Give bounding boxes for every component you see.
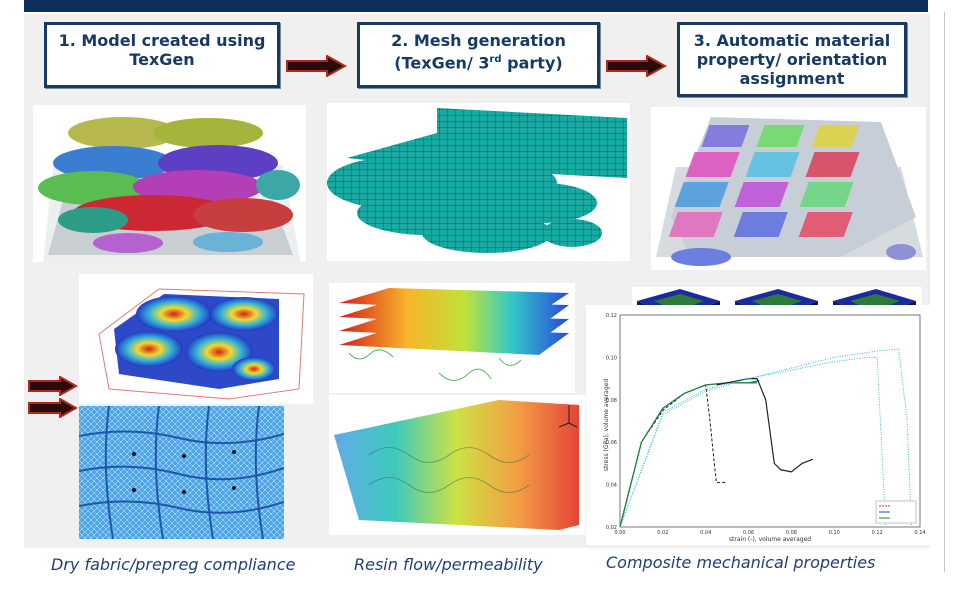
right-arrow-icon xyxy=(28,376,78,396)
material-orientation-image xyxy=(651,107,926,270)
x-axis-label: strain (-), volume averaged xyxy=(729,536,811,543)
x-tick-label: 0.10 xyxy=(829,530,840,536)
y-tick-label: 0.04 xyxy=(606,483,617,489)
series-line-4 xyxy=(619,356,887,528)
step-3-box: 3. Automatic material property/ orientat… xyxy=(677,22,907,97)
x-tick-label: 0.14 xyxy=(914,530,925,536)
step-3-line-3: assignment xyxy=(739,69,845,88)
step-1-box: 1. Model created using TexGen xyxy=(44,22,280,88)
y-tick-label: 0.06 xyxy=(606,440,617,446)
x-tick-label: 0.12 xyxy=(872,530,883,536)
x-tick-label: 0.04 xyxy=(700,530,711,536)
texgen-model-image xyxy=(33,105,306,262)
compliance-mesh-image xyxy=(79,406,284,539)
y-tick-label: 0.08 xyxy=(606,398,617,404)
step-2-box: 2. Mesh generation (TexGen/ 3rd party) xyxy=(357,22,600,88)
caption-dry-fabric: Dry fabric/prepreg compliance xyxy=(51,555,296,574)
step-3-line-2: property/ orientation xyxy=(696,50,888,69)
step-1-line-1: 1. Model created using xyxy=(58,31,266,50)
compliance-contour-image xyxy=(79,274,313,404)
mesh-image xyxy=(327,103,630,261)
right-arrow-icon xyxy=(286,55,347,77)
legend xyxy=(875,500,917,524)
right-arrow-icon xyxy=(606,55,667,77)
step-2-line-1: 2. Mesh generation xyxy=(391,31,566,50)
x-tick-label: 0.08 xyxy=(786,530,797,536)
x-tick-label: 0.06 xyxy=(743,530,754,536)
y-tick-label: 0.12 xyxy=(606,313,617,319)
right-arrow-icon xyxy=(28,398,78,418)
header-bar xyxy=(24,0,928,12)
y-axis-label: stress (GPa), volume averaged xyxy=(603,379,610,472)
caption-resin-flow: Resin flow/permeability xyxy=(354,555,543,574)
resin-flow-layers-image xyxy=(329,283,575,393)
series-line-2 xyxy=(619,382,758,528)
x-tick-label: 0.00 xyxy=(614,530,625,536)
step-3-line-1: 3. Automatic material xyxy=(693,31,891,50)
stress-strain-chart: 0.00 0.02 0.04 0.06 0.08 0.10 0.12 0.140.020.04… xyxy=(586,305,932,545)
step-1-line-2: TexGen xyxy=(129,50,195,69)
caption-mechanical: Composite mechanical properties xyxy=(606,553,876,572)
resin-flow-contour-image xyxy=(329,395,585,535)
x-tick-label: 0.02 xyxy=(657,530,668,536)
plot-frame xyxy=(619,314,921,528)
series-line-5 xyxy=(619,348,912,528)
slide-border xyxy=(944,12,945,572)
y-tick-label: 0.02 xyxy=(606,525,617,531)
y-tick-label: 0.10 xyxy=(606,355,617,361)
step-2-line-2: (TexGen/ 3rd party) xyxy=(394,53,563,73)
